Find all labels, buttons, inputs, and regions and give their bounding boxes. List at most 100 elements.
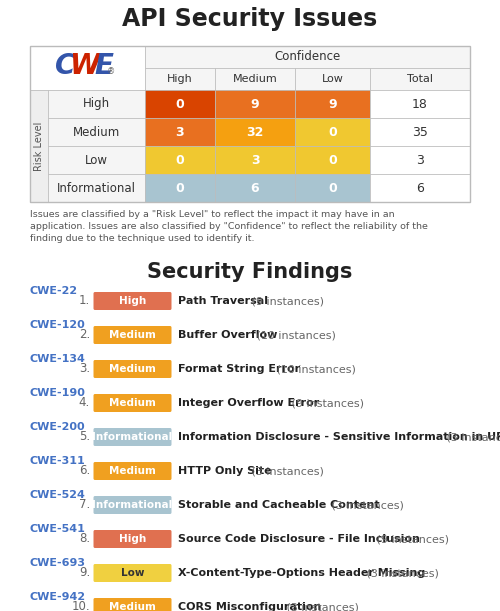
Text: 3: 3 [176,125,184,139]
Bar [215,174,295,202]
Text: (3 instances): (3 instances) [328,500,404,510]
Text: (3 instances): (3 instances) [443,432,500,442]
Text: Medium: Medium [73,125,120,139]
Text: High: High [83,98,110,111]
Text: Information Disclosure - Sensitive Information in URL: Information Disclosure - Sensitive Infor… [178,432,500,442]
Text: Path Traversal: Path Traversal [178,296,268,306]
Bar [48,118,145,146]
FancyBboxPatch shape [94,326,172,344]
Text: (9 instances): (9 instances) [373,534,449,544]
Text: API Security Issues: API Security Issues [122,7,378,31]
Text: Medium: Medium [109,398,156,408]
Text: CWE-524: CWE-524 [30,490,86,500]
Text: Low: Low [121,568,144,578]
Text: 6.: 6. [79,464,90,478]
Text: Informational: Informational [92,432,172,442]
Text: 1.: 1. [79,295,90,307]
Bar [48,90,145,118]
Text: 5.: 5. [79,431,90,444]
Text: 3: 3 [250,153,260,167]
Text: Confidence: Confidence [274,51,340,64]
Text: E: E [94,52,113,80]
Text: 9: 9 [328,98,337,111]
Text: 0: 0 [328,153,337,167]
Text: HTTP Only Site: HTTP Only Site [178,466,272,476]
Bar [30,46,145,90]
FancyBboxPatch shape [94,564,172,582]
Text: 0: 0 [176,181,184,194]
FancyBboxPatch shape [94,394,172,412]
Text: High: High [119,296,146,306]
Text: 6: 6 [250,181,260,194]
Bar [30,46,470,202]
Text: Low: Low [85,153,108,167]
Bar [48,146,145,174]
Bar [145,118,215,146]
FancyBboxPatch shape [94,530,172,548]
Text: 0: 0 [176,98,184,111]
Bar [215,68,295,90]
Text: Buffer Overflow: Buffer Overflow [178,330,278,340]
Text: CWE-311: CWE-311 [30,456,86,466]
Text: Medium: Medium [109,364,156,374]
Text: Total: Total [407,74,433,84]
Text: Medium: Medium [109,602,156,611]
FancyBboxPatch shape [94,428,172,446]
Text: CWE-693: CWE-693 [30,558,86,568]
Text: 4.: 4. [79,397,90,409]
Bar [370,174,470,202]
Text: High: High [119,534,146,544]
FancyBboxPatch shape [94,496,172,514]
Text: (9 instances): (9 instances) [248,296,324,306]
Text: (10 instances): (10 instances) [273,364,356,374]
Text: CWE-22: CWE-22 [30,286,78,296]
Bar [30,90,48,202]
Text: ®: ® [108,67,116,76]
Text: CWE-120: CWE-120 [30,320,86,330]
Bar [370,146,470,174]
Text: (9 instances): (9 instances) [288,398,364,408]
Text: Informational: Informational [92,500,172,510]
Text: 8.: 8. [79,533,90,546]
Bar [215,146,295,174]
Text: (3 instances): (3 instances) [283,602,359,611]
Text: Source Code Disclosure - File Inclusion: Source Code Disclosure - File Inclusion [178,534,420,544]
Bar [145,90,215,118]
Bar [370,68,470,90]
Text: Security Findings: Security Findings [148,262,352,282]
Text: (10 instances): (10 instances) [253,330,336,340]
Bar [370,90,470,118]
Text: Low: Low [322,74,344,84]
Text: Medium: Medium [232,74,278,84]
FancyBboxPatch shape [94,360,172,378]
Text: 32: 32 [246,125,264,139]
Text: Integer Overflow Error: Integer Overflow Error [178,398,320,408]
Text: 3.: 3. [79,362,90,376]
Bar [295,146,370,174]
Text: W: W [69,52,100,80]
Text: CORS Misconfiguration: CORS Misconfiguration [178,602,322,611]
Bar [295,118,370,146]
Bar [370,118,470,146]
Text: 7.: 7. [79,499,90,511]
Bar [145,146,215,174]
Text: Storable and Cacheable Content: Storable and Cacheable Content [178,500,380,510]
Text: 35: 35 [412,125,428,139]
Text: CWE-190: CWE-190 [30,388,86,398]
Text: Informational: Informational [57,181,136,194]
Text: Issues are classified by a "Risk Level" to reflect the impact it may have in an
: Issues are classified by a "Risk Level" … [30,210,428,243]
FancyBboxPatch shape [94,598,172,611]
Text: Risk Level: Risk Level [34,122,44,170]
Text: 18: 18 [412,98,428,111]
Text: 9.: 9. [79,566,90,579]
Text: 10.: 10. [72,601,90,611]
Text: Format String Error: Format String Error [178,364,300,374]
Text: 9: 9 [250,98,260,111]
Text: CWE-942: CWE-942 [30,592,86,602]
Text: 0: 0 [176,153,184,167]
Bar [145,46,470,68]
Bar [48,174,145,202]
Bar [295,174,370,202]
Bar [295,68,370,90]
Text: CWE-200: CWE-200 [30,422,86,432]
